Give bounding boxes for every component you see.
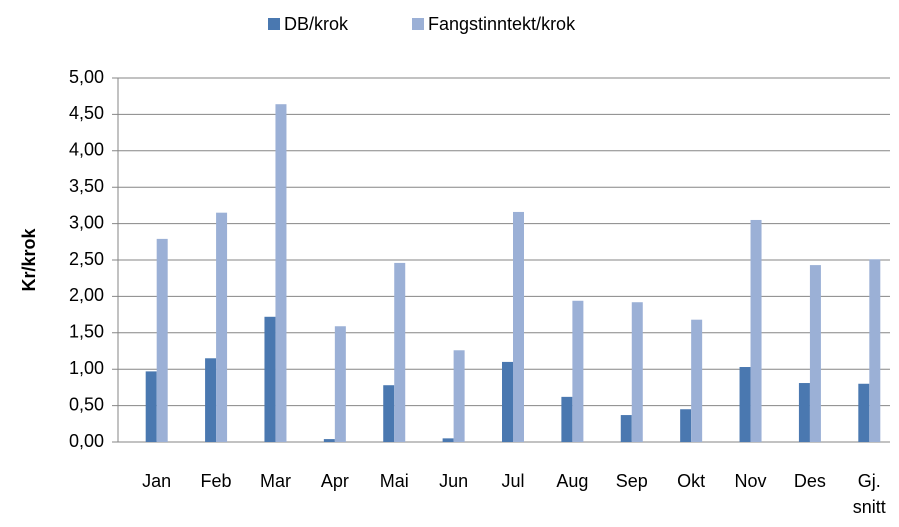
bar [561, 396, 573, 442]
y-tick-label: 1,00 [69, 358, 104, 378]
bar [869, 259, 881, 442]
bar [205, 358, 217, 442]
bar [513, 211, 524, 442]
bar [394, 262, 406, 442]
legend-label: Fangstinntekt/krok [428, 14, 576, 34]
y-tick-label: 5,00 [69, 67, 104, 87]
x-tick-label: Aug [556, 471, 589, 491]
bar [323, 439, 335, 442]
y-tick-label: 0,50 [69, 394, 104, 414]
bar [453, 350, 465, 442]
bar [809, 265, 821, 442]
bar [858, 383, 870, 442]
y-tick-label: 0,00 [69, 431, 104, 451]
bar [798, 383, 810, 442]
y-axis-title: Kr/krok [19, 228, 39, 292]
bar [145, 371, 157, 442]
x-tick-label: Mai [379, 471, 409, 491]
y-tick-label: 1,50 [69, 322, 104, 342]
y-tick-label: 4,50 [69, 103, 104, 123]
x-tick-label: Des [793, 471, 826, 491]
y-tick-label: 3,50 [69, 176, 104, 196]
x-tick-label: Jan [142, 471, 172, 491]
legend-label: DB/krok [284, 14, 349, 34]
x-tick-label: Apr [320, 471, 349, 491]
y-tick-label: 2,50 [69, 249, 104, 269]
x-tick-label: Mar [259, 471, 291, 491]
bar [680, 409, 692, 442]
y-tick-label: 4,00 [69, 140, 104, 160]
bar [739, 367, 751, 442]
bar [264, 316, 276, 442]
x-tick-label: Gj. snitt [852, 471, 886, 517]
legend-swatch [268, 18, 280, 30]
y-tick-label: 3,00 [69, 212, 104, 232]
legend-swatch [412, 18, 424, 30]
bar [383, 385, 395, 442]
x-tick-label: Okt [677, 471, 706, 491]
bar [442, 438, 454, 442]
bar [275, 104, 287, 442]
bar [216, 212, 228, 442]
y-tick-label: 2,00 [69, 285, 104, 305]
x-tick-label: Jul [501, 471, 525, 491]
bar [334, 326, 346, 442]
bar [502, 361, 513, 442]
bar [631, 302, 643, 442]
bar [750, 219, 762, 442]
bar [620, 415, 632, 442]
bar [156, 238, 168, 442]
x-tick-label: Nov [734, 471, 767, 491]
bar [691, 319, 703, 442]
x-tick-label: Sep [615, 471, 648, 491]
x-tick-label: Jun [439, 471, 469, 491]
bar [572, 300, 584, 442]
x-tick-label: Feb [200, 471, 232, 491]
